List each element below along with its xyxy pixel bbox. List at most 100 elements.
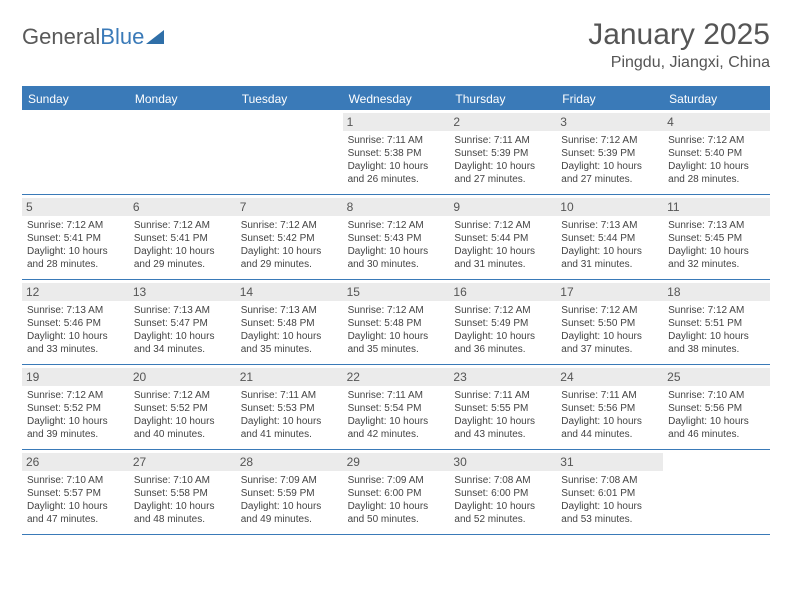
- cell-body: Sunrise: 7:12 AMSunset: 5:44 PMDaylight:…: [454, 219, 551, 271]
- calendar-cell: 31 Sunrise: 7:08 AMSunset: 6:01 PMDayligh…: [556, 450, 663, 534]
- calendar-cell: 17Sunrise: 7:12 AMSunset: 5:50 PMDayligh…: [556, 280, 663, 364]
- sunset-text: Sunset: 5:52 PM: [27, 402, 124, 415]
- sunset-text: Sunset: 5:46 PM: [27, 317, 124, 330]
- calendar-cell: 18Sunrise: 7:12 AMSunset: 5:51 PMDayligh…: [663, 280, 770, 364]
- sunrise-text: Sunrise: 7:11 AM: [561, 389, 658, 402]
- sunrise-text: Sunrise: 7:08 AM: [454, 474, 551, 487]
- cell-body: Sunrise: 7:10 AMSunset: 5:57 PMDaylight:…: [27, 474, 124, 526]
- sunset-text: Sunset: 5:40 PM: [668, 147, 765, 160]
- daylight-text: Daylight: 10 hours and 49 minutes.: [241, 500, 338, 526]
- cell-body: Sunrise: 7:08 AMSunset: 6:01 PMDaylight:…: [561, 474, 658, 526]
- cell-body: Sunrise: 7:11 AMSunset: 5:39 PMDaylight:…: [454, 134, 551, 186]
- daylight-text: Daylight: 10 hours and 39 minutes.: [27, 415, 124, 441]
- sunset-text: Sunset: 5:44 PM: [561, 232, 658, 245]
- date-number: 8: [343, 198, 450, 216]
- sunset-text: Sunset: 5:55 PM: [454, 402, 551, 415]
- sunset-text: Sunset: 5:56 PM: [561, 402, 658, 415]
- cell-body: Sunrise: 7:08 AMSunset: 6:00 PMDaylight:…: [454, 474, 551, 526]
- cell-body: Sunrise: 7:09 AMSunset: 6:00 PMDaylight:…: [348, 474, 445, 526]
- daylight-text: Daylight: 10 hours and 40 minutes.: [134, 415, 231, 441]
- calendar-cell: 1Sunrise: 7:11 AMSunset: 5:38 PMDaylight…: [343, 110, 450, 194]
- daylight-text: Daylight: 10 hours and 30 minutes.: [348, 245, 445, 271]
- daylight-text: Daylight: 10 hours and 38 minutes.: [668, 330, 765, 356]
- sunset-text: Sunset: 5:52 PM: [134, 402, 231, 415]
- header: GeneralBlue January 2025 Pingdu, Jiangxi…: [22, 18, 770, 72]
- sunrise-text: Sunrise: 7:12 AM: [454, 304, 551, 317]
- cell-body: Sunrise: 7:11 AMSunset: 5:38 PMDaylight:…: [348, 134, 445, 186]
- sunset-text: Sunset: 6:00 PM: [348, 487, 445, 500]
- sunrise-text: Sunrise: 7:08 AM: [561, 474, 658, 487]
- cell-body: Sunrise: 7:12 AMSunset: 5:48 PMDaylight:…: [348, 304, 445, 356]
- sunrise-text: Sunrise: 7:11 AM: [241, 389, 338, 402]
- daylight-text: Daylight: 10 hours and 43 minutes.: [454, 415, 551, 441]
- sunrise-text: Sunrise: 7:11 AM: [454, 389, 551, 402]
- logo-word2: Blue: [100, 24, 144, 49]
- sunrise-text: Sunrise: 7:12 AM: [27, 219, 124, 232]
- location-text: Pingdu, Jiangxi, China: [588, 54, 770, 72]
- date-number: 15: [343, 283, 450, 301]
- daylight-text: Daylight: 10 hours and 28 minutes.: [27, 245, 124, 271]
- day-header: Saturday: [663, 88, 770, 110]
- sunrise-text: Sunrise: 7:12 AM: [668, 134, 765, 147]
- sunset-text: Sunset: 5:49 PM: [454, 317, 551, 330]
- daylight-text: Daylight: 10 hours and 28 minutes.: [668, 160, 765, 186]
- week-row: 1Sunrise: 7:11 AMSunset: 5:38 PMDaylight…: [22, 110, 770, 195]
- cell-body: Sunrise: 7:12 AMSunset: 5:42 PMDaylight:…: [241, 219, 338, 271]
- sunrise-text: Sunrise: 7:12 AM: [561, 134, 658, 147]
- daylight-text: Daylight: 10 hours and 50 minutes.: [348, 500, 445, 526]
- calendar-cell: [663, 450, 770, 534]
- daylight-text: Daylight: 10 hours and 36 minutes.: [454, 330, 551, 356]
- calendar-cell: 8Sunrise: 7:12 AMSunset: 5:43 PMDaylight…: [343, 195, 450, 279]
- date-number: 29: [343, 453, 450, 471]
- calendar-cell: 25 Sunrise: 7:10 AMSunset: 5:56 PMDayligh…: [663, 365, 770, 449]
- sunrise-text: Sunrise: 7:12 AM: [134, 389, 231, 402]
- calendar-cell: 28 Sunrise: 7:09 AMSunset: 5:59 PMDayligh…: [236, 450, 343, 534]
- date-number: 20: [129, 368, 236, 386]
- sunset-text: Sunset: 5:41 PM: [134, 232, 231, 245]
- cell-body: Sunrise: 7:10 AMSunset: 5:56 PMDaylight:…: [668, 389, 765, 441]
- daylight-text: Daylight: 10 hours and 41 minutes.: [241, 415, 338, 441]
- sunrise-text: Sunrise: 7:10 AM: [27, 474, 124, 487]
- daylight-text: Daylight: 10 hours and 27 minutes.: [454, 160, 551, 186]
- calendar-cell: 6Sunrise: 7:12 AMSunset: 5:41 PMDaylight…: [129, 195, 236, 279]
- sunrise-text: Sunrise: 7:13 AM: [241, 304, 338, 317]
- calendar-cell: 12Sunrise: 7:13 AMSunset: 5:46 PMDayligh…: [22, 280, 129, 364]
- cell-body: Sunrise: 7:13 AMSunset: 5:45 PMDaylight:…: [668, 219, 765, 271]
- calendar-cell: 16Sunrise: 7:12 AMSunset: 5:49 PMDayligh…: [449, 280, 556, 364]
- sunrise-text: Sunrise: 7:12 AM: [561, 304, 658, 317]
- sunrise-text: Sunrise: 7:12 AM: [241, 219, 338, 232]
- calendar-cell: 15 Sunrise: 7:12 AMSunset: 5:48 PMDayligh…: [343, 280, 450, 364]
- date-number: 25: [663, 368, 770, 386]
- calendar-cell: 4Sunrise: 7:12 AMSunset: 5:40 PMDaylight…: [663, 110, 770, 194]
- date-number: 3: [556, 113, 663, 131]
- calendar-cell: 26Sunrise: 7:10 AMSunset: 5:57 PMDayligh…: [22, 450, 129, 534]
- calendar-cell: 14Sunrise: 7:13 AMSunset: 5:48 PMDayligh…: [236, 280, 343, 364]
- day-header: Friday: [556, 88, 663, 110]
- date-number: 31: [556, 453, 663, 471]
- calendar-cell: 29 Sunrise: 7:09 AMSunset: 6:00 PMDayligh…: [343, 450, 450, 534]
- date-number: 19: [22, 368, 129, 386]
- sunset-text: Sunset: 5:51 PM: [668, 317, 765, 330]
- cell-body: Sunrise: 7:11 AMSunset: 5:55 PMDaylight:…: [454, 389, 551, 441]
- sunrise-text: Sunrise: 7:12 AM: [454, 219, 551, 232]
- date-number: 27: [129, 453, 236, 471]
- day-header: Sunday: [22, 88, 129, 110]
- cell-body: Sunrise: 7:12 AMSunset: 5:52 PMDaylight:…: [134, 389, 231, 441]
- sunset-text: Sunset: 5:48 PM: [241, 317, 338, 330]
- cell-body: Sunrise: 7:12 AMSunset: 5:49 PMDaylight:…: [454, 304, 551, 356]
- daylight-text: Daylight: 10 hours and 47 minutes.: [27, 500, 124, 526]
- cell-body: Sunrise: 7:11 AMSunset: 5:56 PMDaylight:…: [561, 389, 658, 441]
- cell-body: Sunrise: 7:09 AMSunset: 5:59 PMDaylight:…: [241, 474, 338, 526]
- calendar-cell: [22, 110, 129, 194]
- date-number: 23: [449, 368, 556, 386]
- date-number: 12: [22, 283, 129, 301]
- sunset-text: Sunset: 5:42 PM: [241, 232, 338, 245]
- calendar-cell: 22Sunrise: 7:11 AMSunset: 5:54 PMDayligh…: [343, 365, 450, 449]
- sunrise-text: Sunrise: 7:12 AM: [348, 219, 445, 232]
- date-number: 28: [236, 453, 343, 471]
- calendar-cell: 24Sunrise: 7:11 AMSunset: 5:56 PMDayligh…: [556, 365, 663, 449]
- date-number: 14: [236, 283, 343, 301]
- sunrise-text: Sunrise: 7:11 AM: [348, 134, 445, 147]
- date-number: 5: [22, 198, 129, 216]
- day-header: Monday: [129, 88, 236, 110]
